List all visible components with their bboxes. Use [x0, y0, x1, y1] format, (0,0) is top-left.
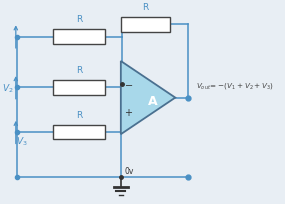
Bar: [53, 125, 105, 140]
Text: R: R: [142, 3, 148, 12]
Text: $V_{out}$= $-(V_1 + V_2 + V_3)$: $V_{out}$= $-(V_1 + V_2 + V_3)$: [196, 81, 274, 91]
Text: A: A: [148, 95, 158, 108]
Text: R: R: [76, 110, 82, 119]
Text: $+$: $+$: [124, 107, 133, 118]
Bar: [53, 81, 105, 95]
Text: R: R: [76, 66, 82, 75]
Bar: [53, 30, 105, 44]
Text: $V_3$: $V_3$: [16, 134, 27, 147]
Text: $V_2$: $V_2$: [2, 82, 13, 94]
Text: $-$: $-$: [124, 79, 133, 89]
Bar: [121, 18, 170, 32]
Text: 0v: 0v: [125, 166, 134, 175]
Text: R: R: [76, 15, 82, 24]
Polygon shape: [121, 62, 175, 134]
